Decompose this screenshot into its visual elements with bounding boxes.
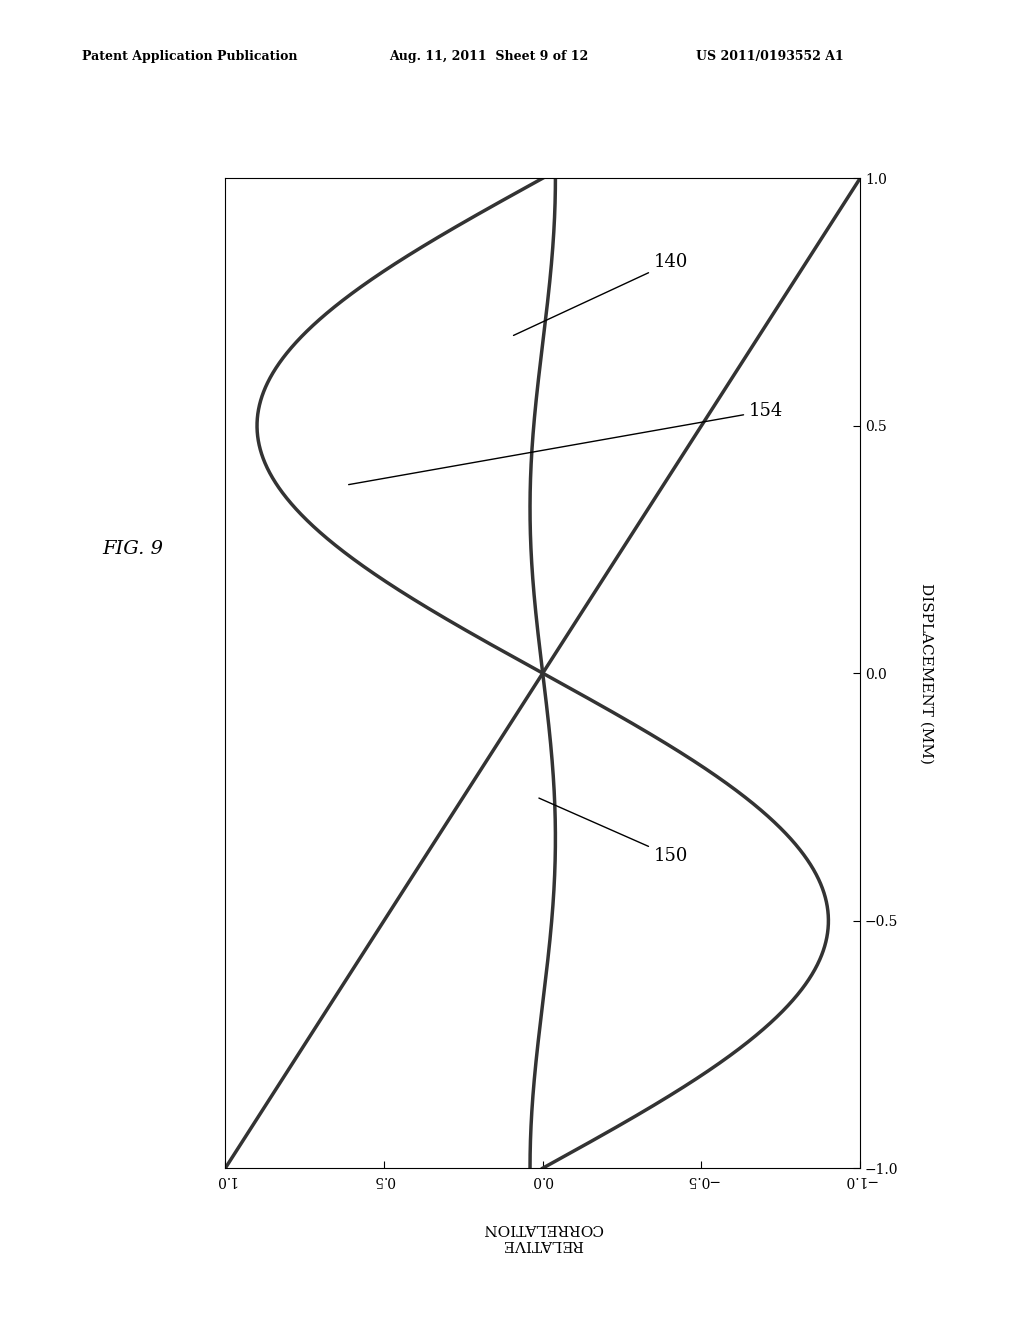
Y-axis label: DISPLACEMENT (MM): DISPLACEMENT (MM) [920,582,933,764]
Text: 150: 150 [539,799,688,866]
Text: Patent Application Publication: Patent Application Publication [82,50,297,63]
Text: 140: 140 [513,253,688,335]
Text: US 2011/0193552 A1: US 2011/0193552 A1 [696,50,844,63]
Text: FIG. 9: FIG. 9 [102,540,164,558]
Text: RELATIVE
CORRELATION: RELATIVE CORRELATION [482,1221,603,1251]
Text: 154: 154 [348,401,783,484]
Text: Aug. 11, 2011  Sheet 9 of 12: Aug. 11, 2011 Sheet 9 of 12 [389,50,589,63]
